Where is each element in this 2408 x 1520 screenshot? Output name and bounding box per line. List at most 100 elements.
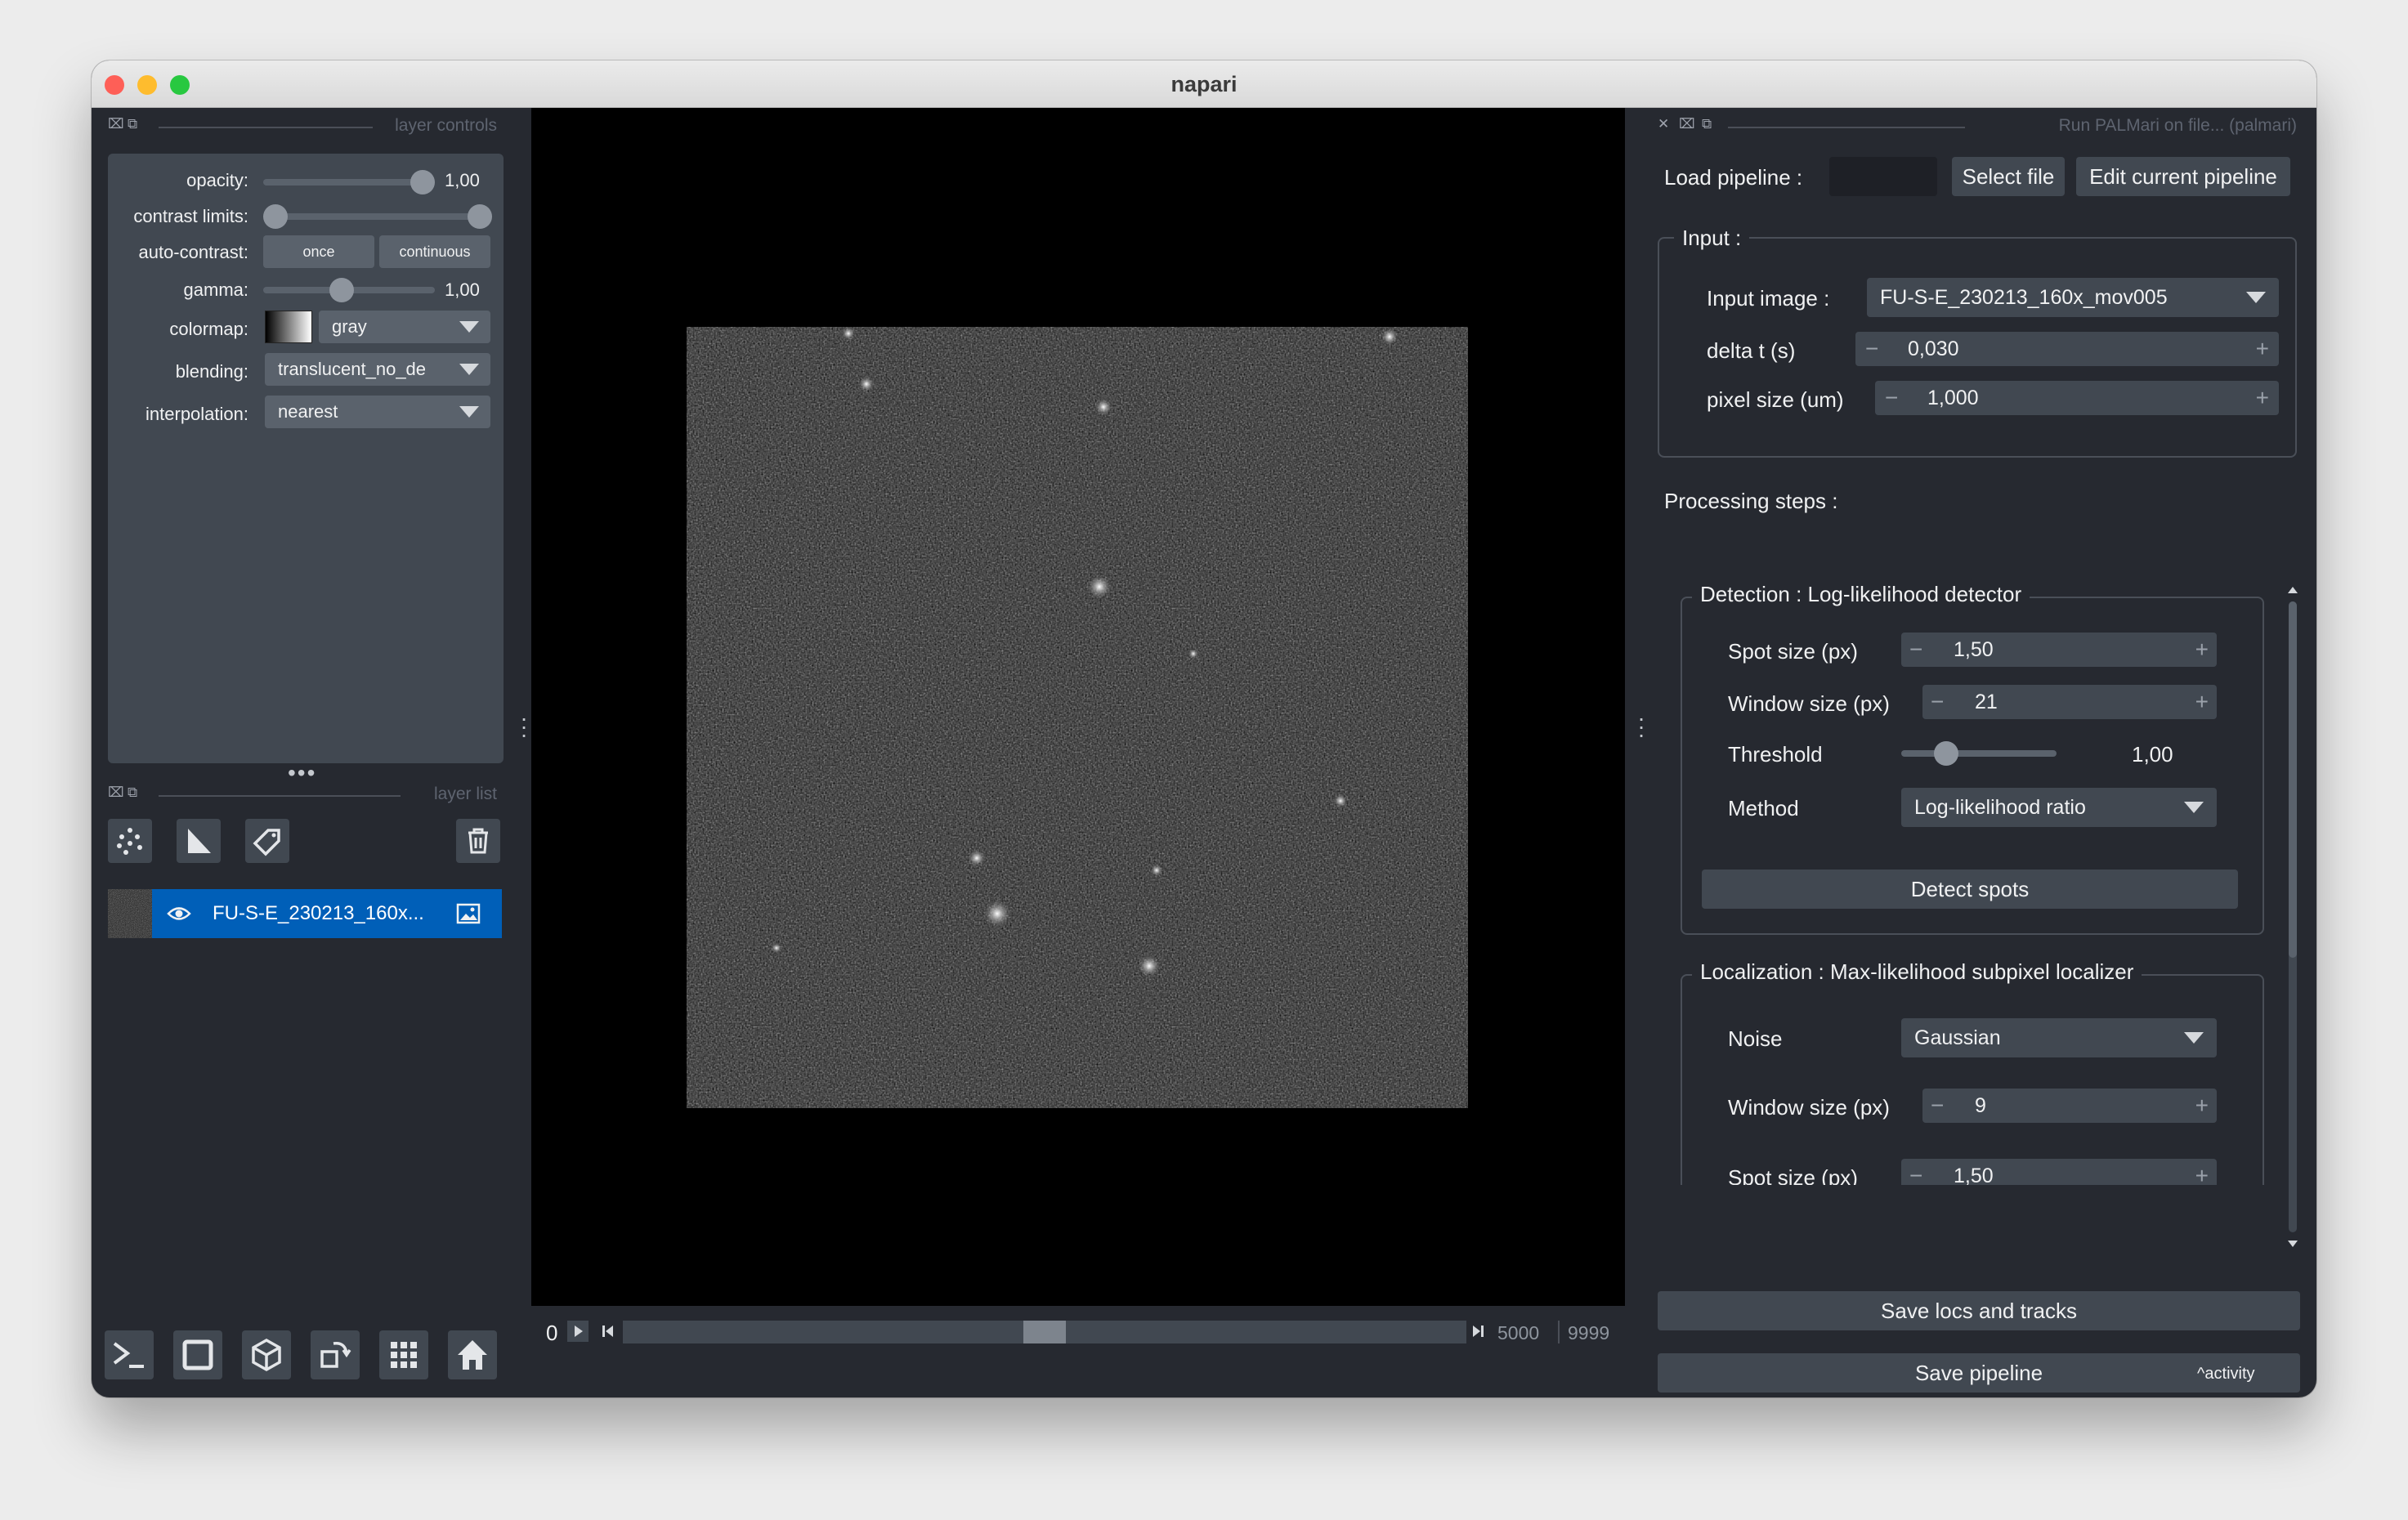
opacity-slider[interactable] (263, 170, 435, 194)
increment-icon[interactable]: + (2255, 336, 2269, 361)
decrement-icon[interactable]: − (1931, 1093, 1945, 1118)
increment-icon[interactable]: + (2195, 1163, 2209, 1185)
scrollbar-thumb[interactable] (2289, 601, 2297, 958)
grid-view-button[interactable] (379, 1330, 428, 1379)
splitter-handle[interactable]: ••• (288, 760, 317, 785)
contrast-limits-label: contrast limits: (133, 206, 248, 226)
play-button[interactable] (567, 1321, 589, 1342)
increment-icon[interactable]: + (2195, 637, 2209, 662)
close-window-button[interactable] (105, 75, 124, 95)
increment-icon[interactable]: + (2195, 1093, 2209, 1118)
pixel-size-spinbox[interactable]: − 1,000 + (1875, 381, 2279, 415)
gamma-handle[interactable] (329, 278, 354, 302)
ndisplay-button[interactable] (173, 1330, 222, 1379)
contrast-high-handle[interactable] (468, 204, 492, 229)
input-image-dropdown[interactable]: FU-S-E_230213_160x_mov005 (1867, 278, 2279, 317)
shapes-icon (188, 829, 211, 853)
step-forward-button[interactable] (1470, 1321, 1488, 1342)
threshold-handle[interactable] (1934, 741, 1958, 766)
viewer-canvas[interactable] (531, 108, 1625, 1306)
image-icon (456, 903, 481, 924)
decrement-icon[interactable]: − (1909, 637, 1923, 662)
scroll-down-icon[interactable] (2284, 1236, 2302, 1252)
minimize-window-button[interactable] (137, 75, 157, 95)
reset-view-button[interactable] (448, 1330, 497, 1379)
console-icon (113, 1342, 144, 1368)
layer-list-item[interactable]: FU-S-E_230213_160x... (152, 889, 502, 938)
detect-spots-button[interactable]: Detect spots (1702, 870, 2238, 909)
interpolation-dropdown[interactable]: nearest (265, 396, 490, 428)
pixel-size-label: pixel size (um) (1707, 387, 1844, 412)
edit-pipeline-button[interactable]: Edit current pipeline (2076, 157, 2290, 196)
decrement-icon[interactable]: − (1909, 1163, 1923, 1185)
float-icon[interactable]: ⌧ (1679, 116, 1695, 132)
blending-dropdown[interactable]: translucent_no_de (265, 353, 490, 386)
right-dock-splitter[interactable]: · · · (1637, 705, 1645, 747)
colormap-dropdown[interactable]: gray (319, 311, 490, 343)
opacity-handle[interactable] (410, 170, 435, 194)
det-window-size-spinbox[interactable]: − 21 + (1922, 685, 2217, 719)
float-icon[interactable]: ⌧ (108, 116, 124, 132)
undock-icon[interactable]: ⧉ (128, 785, 138, 800)
step-back-button[interactable] (598, 1321, 616, 1342)
increment-icon[interactable]: + (2195, 689, 2209, 714)
loc-window-size-value: 9 (1975, 1094, 1986, 1117)
method-dropdown[interactable]: Log-likelihood ratio (1901, 788, 2217, 827)
noise-label: Noise (1728, 1026, 1783, 1051)
auto-contrast-once-button[interactable]: once (263, 235, 374, 268)
chevron-down-icon (459, 406, 479, 418)
console-button[interactable] (105, 1330, 154, 1379)
play-icon (575, 1326, 583, 1337)
frame-slider-handle[interactable] (1023, 1321, 1066, 1343)
load-pipeline-label: Load pipeline : (1664, 165, 1803, 190)
layer-controls-panel: opacity: 1,00 contrast limits: auto-cont… (108, 154, 504, 763)
save-pipeline-button[interactable]: Save pipeline (1658, 1353, 2300, 1393)
trash-icon (468, 828, 488, 854)
delete-layer-button[interactable] (456, 819, 500, 863)
float-icon[interactable]: ⌧ (108, 785, 124, 800)
window-title: napari (1170, 72, 1238, 96)
threshold-slider[interactable] (1901, 740, 2057, 767)
auto-contrast-continuous-button[interactable]: continuous (379, 235, 490, 268)
points-icon (117, 828, 142, 855)
contrast-low-handle[interactable] (263, 204, 288, 229)
new-points-layer-button[interactable] (108, 819, 152, 863)
gamma-slider[interactable] (263, 278, 435, 302)
new-shapes-layer-button[interactable] (177, 819, 221, 863)
napari-window: napari ⌧ ⧉ layer controls opacity: 1,00 … (92, 60, 2316, 1397)
select-file-button[interactable]: Select file (1952, 157, 2065, 196)
layer-controls-header: layer controls (395, 116, 497, 135)
noise-dropdown[interactable]: Gaussian (1901, 1018, 2217, 1057)
contrast-limits-slider[interactable] (263, 204, 492, 229)
decrement-icon[interactable]: − (1865, 336, 1879, 361)
undock-icon[interactable]: ⧉ (128, 116, 138, 132)
eye-icon[interactable] (167, 905, 191, 923)
scroll-up-icon[interactable] (2284, 582, 2302, 598)
chevron-down-icon (459, 364, 479, 375)
zoom-window-button[interactable] (170, 75, 190, 95)
3d-view-button[interactable] (242, 1330, 291, 1379)
localization-title: Localization : Max-likelihood subpixel l… (1692, 959, 2142, 985)
steps-scrollbar[interactable] (2284, 582, 2302, 1252)
delta-t-spinbox[interactable]: − 0,030 + (1855, 332, 2279, 366)
save-locs-button[interactable]: Save locs and tracks (1658, 1291, 2300, 1330)
increment-icon[interactable]: + (2255, 385, 2269, 410)
left-dock-splitter[interactable]: · · · (520, 705, 528, 747)
header-divider (159, 127, 373, 128)
activity-toggle[interactable]: ^activity (2197, 1365, 2255, 1384)
contrast-track (263, 213, 492, 220)
chevron-up-icon: ^ (2197, 1365, 2205, 1383)
loc-spot-size-spinbox[interactable]: − 1,50 + (1901, 1159, 2217, 1185)
pipeline-path-field[interactable] (1829, 157, 1937, 196)
undock-icon[interactable]: ⧉ (1702, 116, 1712, 132)
colormap-preview (265, 311, 312, 343)
det-spot-size-spinbox[interactable]: − 1,50 + (1901, 633, 2217, 667)
loc-window-size-spinbox[interactable]: − 9 + (1922, 1089, 2217, 1123)
decrement-icon[interactable]: − (1931, 689, 1945, 714)
roll-dims-button[interactable] (311, 1330, 360, 1379)
frame-slider[interactable] (623, 1321, 1466, 1343)
new-labels-layer-button[interactable] (245, 819, 289, 863)
decrement-icon[interactable]: − (1885, 385, 1899, 410)
threshold-value: 1,00 (2132, 742, 2173, 767)
close-icon[interactable]: ✕ (1658, 116, 1670, 132)
